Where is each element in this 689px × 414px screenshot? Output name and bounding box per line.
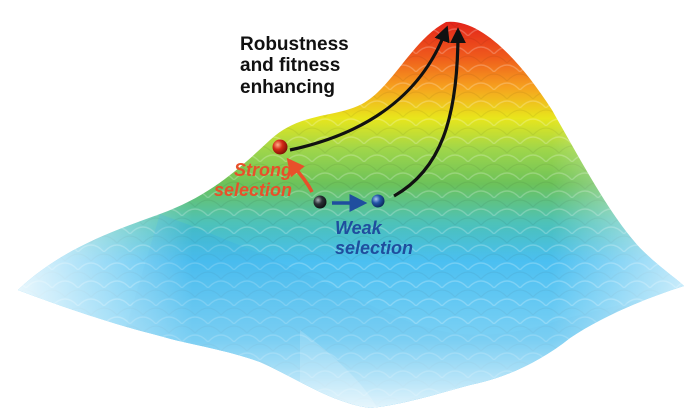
strong-selection-label: Strong selection [214,160,292,200]
start-population-ball [313,195,327,209]
weak-label-line2: selection [335,238,414,259]
strong-label-line2: selection [214,180,293,201]
weak-label-line1: Weak [335,218,382,238]
robustness-arrow-from-strong [289,25,450,152]
robustness-label-line1: Robustness [240,34,349,55]
strong-selection-ball [272,139,288,155]
weak-selection-label: Weak selection [335,218,413,258]
robustness-label-line3: enhancing [240,76,336,98]
strong-label-line1: Strong [234,160,293,180]
robustness-label-line2: and fitness [240,55,341,77]
weak-selection-ball [371,194,385,208]
strong-selection-arrow [286,157,314,193]
robustness-fitness-label: Robustness and fitness enhancing [240,34,349,98]
robustness-arrow-from-weak [393,27,466,198]
